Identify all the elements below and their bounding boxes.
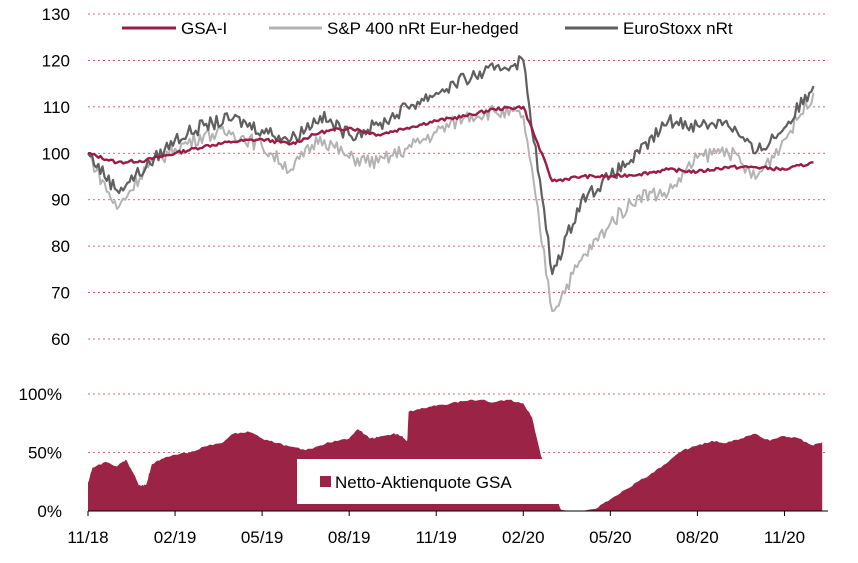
x-tick-label: 11/19 <box>416 528 457 547</box>
top-y-tick-label: 100 <box>42 144 70 163</box>
top-chart-gridlines <box>88 13 828 340</box>
x-tick-label: 08/20 <box>676 528 719 547</box>
top-y-tick-label: 130 <box>42 5 70 24</box>
area-legend-box <box>297 459 560 504</box>
x-tick-label: 11/20 <box>764 528 805 547</box>
bottom-area-series <box>88 399 823 511</box>
legend-label-eurostoxx: EuroStoxx nRt <box>623 19 733 38</box>
line-chart-legend: GSA-I S&P 400 nRt Eur-hedged EuroStoxx n… <box>122 19 733 38</box>
series-line-eurostoxx <box>87 55 815 276</box>
top-y-tick-label: 70 <box>51 284 70 303</box>
x-tick-label: 08/19 <box>328 528 371 547</box>
x-tick-label: 02/20 <box>502 528 545 547</box>
top-y-axis-ticks: 60 70 80 90 100 110 120 130 <box>42 5 70 349</box>
series-line-gsa <box>87 105 814 183</box>
legend-label-netto-aktienquote: Netto-Aktienquote GSA <box>335 473 512 492</box>
area-netto-aktienquote <box>88 399 823 511</box>
top-y-tick-label: 110 <box>43 98 70 117</box>
bottom-y-tick-label: 100% <box>19 385 62 404</box>
series-line-sp400 <box>87 92 815 313</box>
line-chart-panel: 60 70 80 90 100 110 120 130 GSA-I S&P 400 nRt E… <box>42 5 828 349</box>
bottom-y-tick-label: 0% <box>37 502 62 521</box>
area-legend: Netto-Aktienquote GSA <box>297 459 560 504</box>
top-y-tick-label: 60 <box>51 330 70 349</box>
top-y-tick-label: 80 <box>51 237 70 256</box>
legend-swatch-netto-aktienquote <box>320 476 331 487</box>
x-tick-label: 05/19 <box>241 528 284 547</box>
legend-label-sp400: S&P 400 nRt Eur-hedged <box>327 19 519 38</box>
x-tick-label: 05/20 <box>589 528 632 547</box>
x-axis-ticks: 11/18 02/19 05/19 08/19 11/19 02/20 05/20 08/20… <box>67 511 805 547</box>
top-y-tick-label: 120 <box>42 51 70 70</box>
bottom-y-tick-label: 50% <box>28 444 62 463</box>
x-tick-label: 11/18 <box>67 528 108 547</box>
equity-quota-panel: 0% 50% 100% 11/18 02/19 05/19 08/19 11/19 02/20… <box>19 385 828 547</box>
top-y-tick-label: 90 <box>51 191 70 210</box>
legend-label-gsa: GSA-I <box>181 19 227 38</box>
bottom-y-axis-ticks: 0% 50% 100% <box>19 385 62 521</box>
top-series-lines <box>87 55 815 313</box>
x-tick-label: 02/19 <box>154 528 197 547</box>
